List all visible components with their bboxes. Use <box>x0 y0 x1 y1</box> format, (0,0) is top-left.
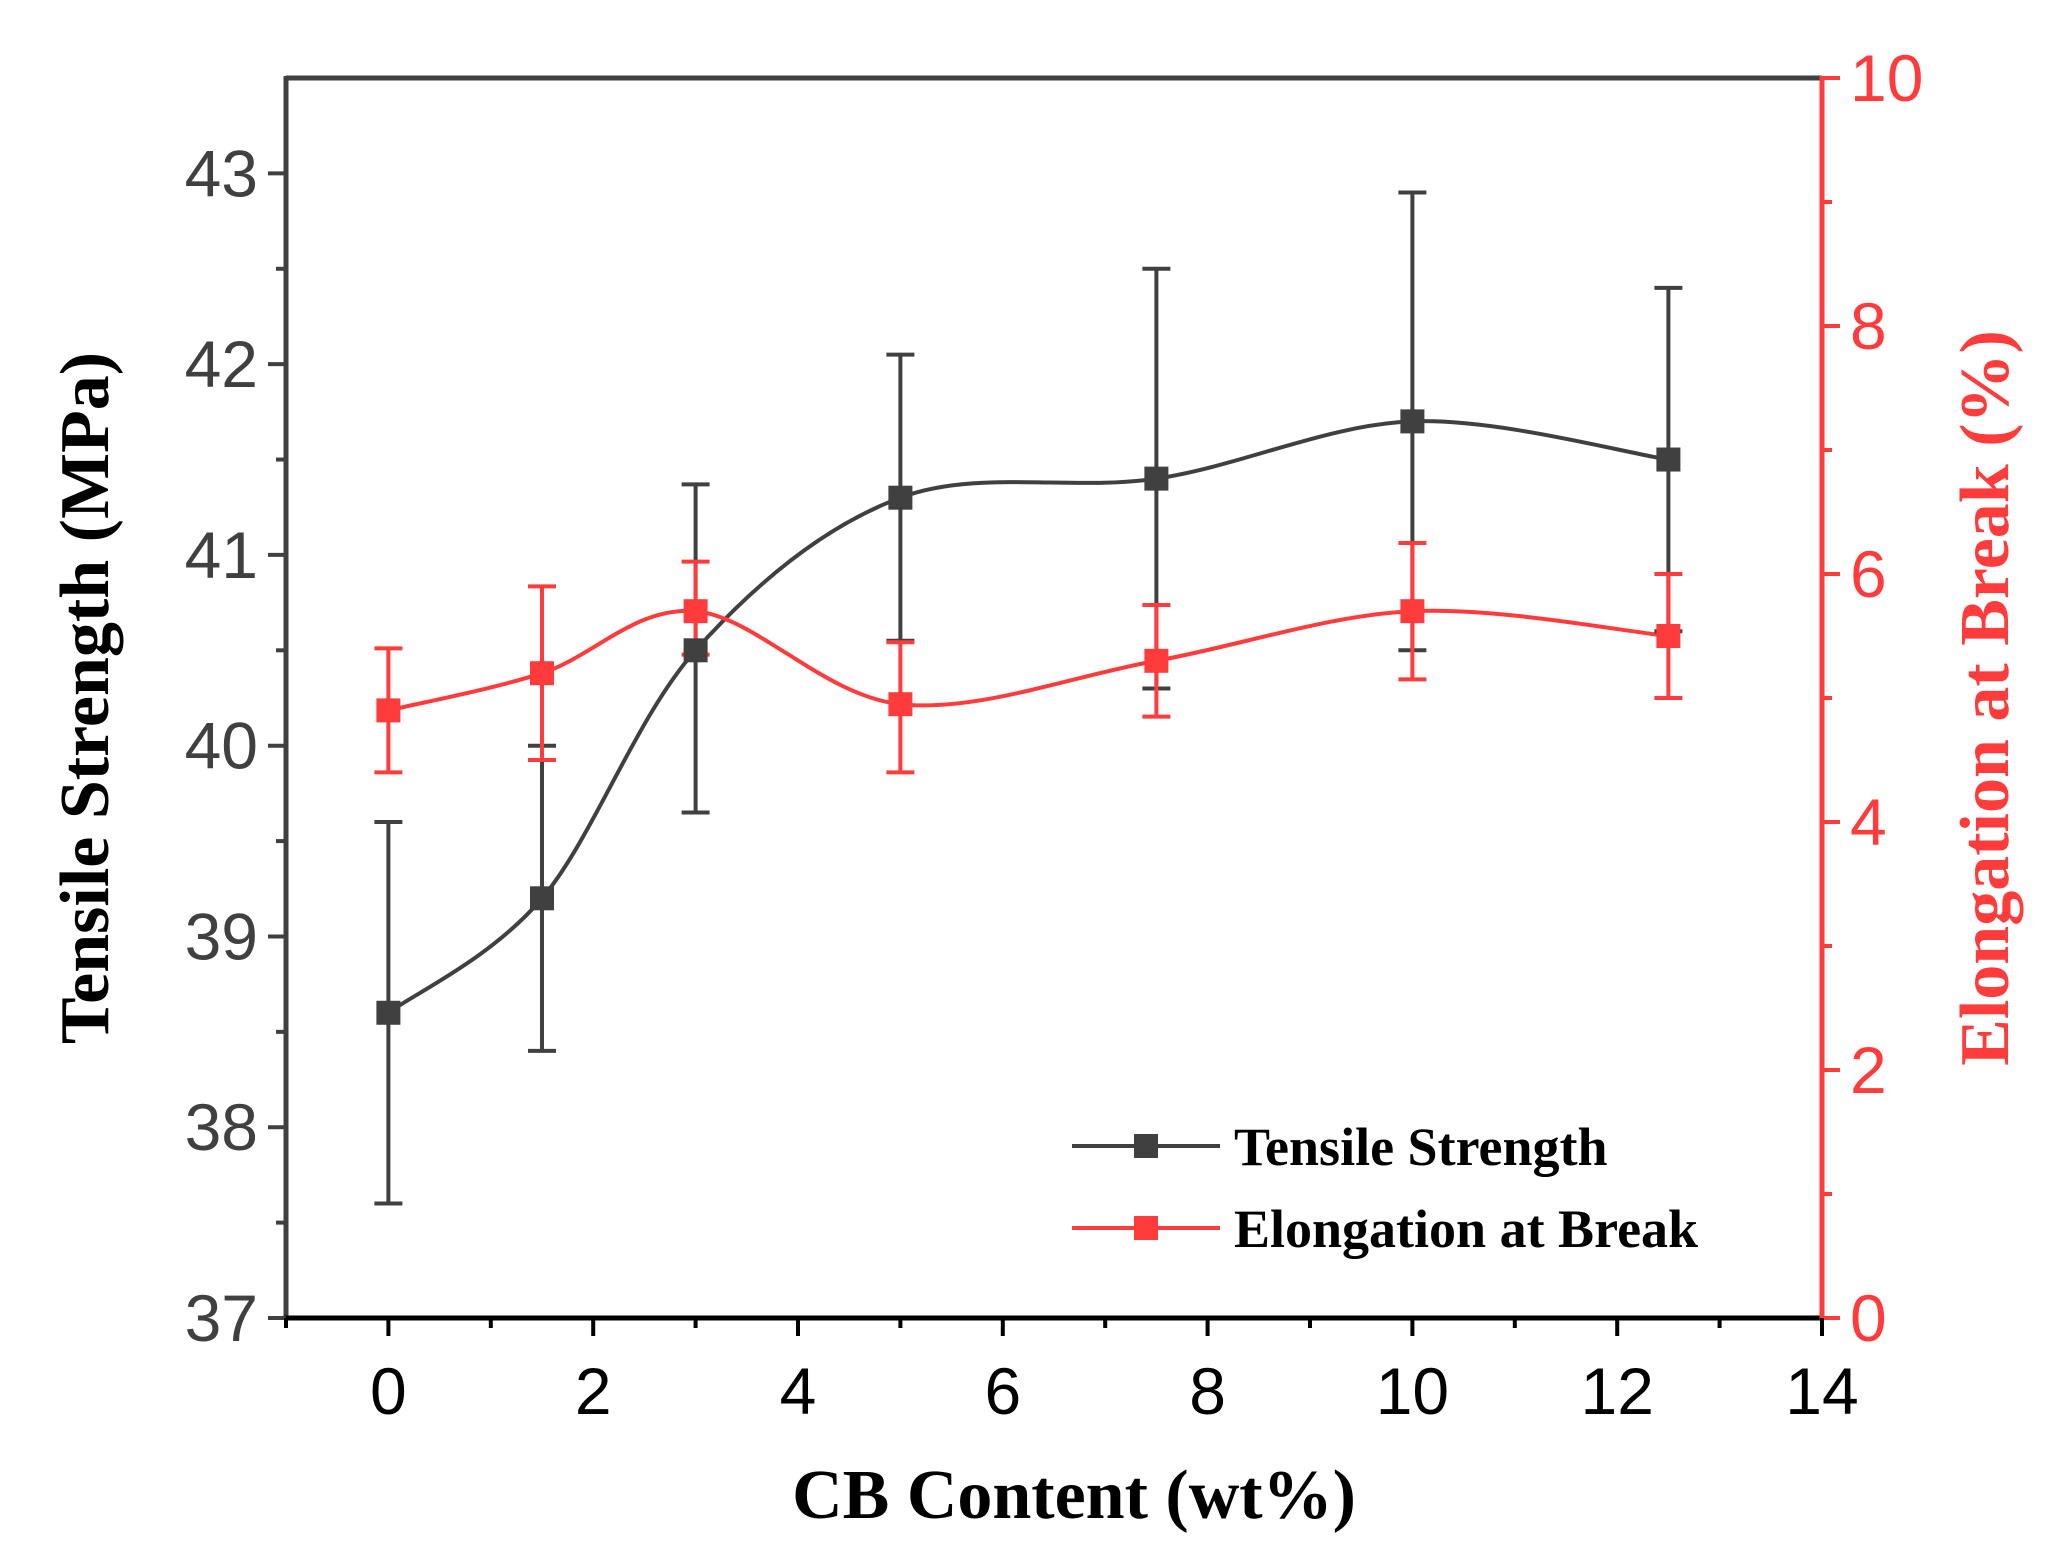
elongation-at-break-point <box>376 698 401 723</box>
x-axis-title: CB Content (wt%) <box>792 1457 1356 1534</box>
right-tick-label: 10 <box>1850 41 1923 115</box>
tensile-strength-point <box>530 886 554 911</box>
bottom-tick-label: 10 <box>1376 1354 1449 1428</box>
bottom-tick-label: 6 <box>984 1354 1021 1428</box>
markers-layer <box>376 409 1681 1025</box>
tensile-strength-point <box>888 485 913 510</box>
left-tick-label: 39 <box>185 899 258 973</box>
legend-elongation-at-break-marker <box>1134 1216 1158 1240</box>
labels-layer: 37 38 39 40 41 42 43 0 2 4 6 8 10 0 2 4 6 8 10 12 14 CB Conte… <box>47 41 2024 1534</box>
left-tick-label: 38 <box>185 1090 258 1164</box>
legend-tensile-strength-marker <box>1134 1134 1158 1158</box>
elongation-at-break-point <box>888 692 913 717</box>
bottom-tick-label: 8 <box>1189 1354 1226 1428</box>
left-tick-label: 40 <box>185 709 258 783</box>
tensile-strength-point <box>376 1000 401 1025</box>
tensile-strength-curve <box>387 419 1669 1015</box>
tensile-strength-point <box>1400 409 1425 434</box>
tensile-strength-point <box>1144 466 1169 491</box>
axes-layer <box>268 75 1840 1336</box>
errorbars-layer <box>374 190 1683 1206</box>
legend-tensile-strength-label: Tensile Strength <box>1234 1117 1608 1177</box>
legend-elongation-at-break-label: Elongation at Break <box>1234 1199 1698 1259</box>
left-tick-label: 37 <box>185 1281 258 1355</box>
bottom-tick-label: 12 <box>1580 1354 1653 1428</box>
curves-layer <box>387 419 1669 1015</box>
y-right-axis-title: Elongation at Break (%) <box>1947 330 2024 1066</box>
right-tick-label: 2 <box>1850 1033 1887 1107</box>
right-tick-label: 6 <box>1850 537 1887 611</box>
left-tick-label: 42 <box>185 327 258 401</box>
left-tick-label: 41 <box>185 518 258 592</box>
elongation-at-break-curve <box>387 608 1669 713</box>
elongation-at-break-point <box>1144 648 1169 673</box>
right-tick-label: 8 <box>1850 289 1887 363</box>
right-tick-label: 0 <box>1850 1281 1887 1355</box>
elongation-at-break-point <box>1656 624 1681 648</box>
right-tick-label: 4 <box>1850 785 1887 859</box>
tensile-strength-point <box>1656 447 1681 472</box>
tensile-strength-point <box>683 638 708 663</box>
elongation-at-break-point <box>530 661 554 686</box>
bottom-tick-label: 4 <box>780 1354 817 1428</box>
bottom-tick-label: 0 <box>370 1354 407 1428</box>
y-left-axis-title: Tensile Strength (MPa) <box>47 352 124 1044</box>
bottom-tick-label: 14 <box>1785 1354 1858 1428</box>
elongation-at-break-point <box>1400 599 1425 624</box>
elongation-at-break-point <box>683 599 708 624</box>
legend-layer: Tensile Strength Elongation at Break <box>1072 1117 1698 1259</box>
bottom-tick-label: 2 <box>575 1354 612 1428</box>
left-tick-label: 43 <box>185 136 258 210</box>
